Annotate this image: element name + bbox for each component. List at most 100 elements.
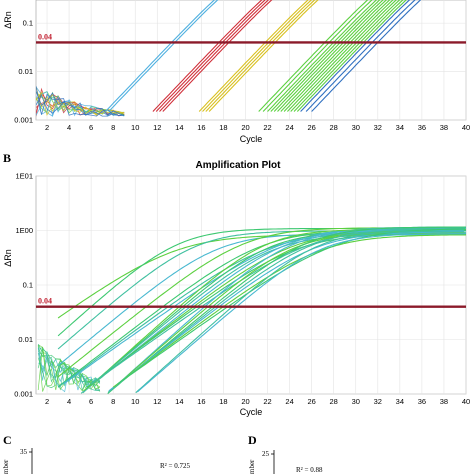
y-tick-label: 1E00: [15, 226, 33, 235]
noise-line: [36, 94, 125, 117]
amplification-curve: [262, 0, 373, 112]
amplification-curve: [135, 230, 464, 394]
chart-a-ylabel: ΔRn: [3, 11, 13, 29]
x-tick-label: 26: [307, 397, 315, 406]
amplification-curve: [296, 0, 407, 112]
noise-line: [36, 86, 125, 117]
chart-b-ylabel: ΔRn: [3, 249, 13, 267]
x-tick-label: 34: [396, 123, 404, 132]
x-tick-label: 40: [462, 397, 470, 406]
x-tick-label: 8: [111, 397, 115, 406]
x-tick-label: 12: [153, 123, 161, 132]
y-tick-label: 0.01: [18, 335, 33, 344]
x-tick-label: 28: [330, 123, 338, 132]
x-tick-label: 36: [418, 123, 426, 132]
chart-b-xlabel: Cycle: [240, 407, 263, 417]
x-tick-label: 12: [153, 397, 161, 406]
panel-c-label: C: [3, 433, 12, 447]
amplification-curve: [162, 0, 273, 112]
x-tick-label: 6: [89, 397, 93, 406]
x-tick-label: 34: [396, 397, 404, 406]
x-tick-label: 36: [418, 397, 426, 406]
amplification-curve: [208, 0, 319, 112]
chart-a-xlabel: Cycle: [240, 134, 263, 144]
amplification-curve: [311, 0, 422, 112]
amplification-curve: [277, 0, 388, 112]
chart-b-ticks: 2 4 6 8 10 12 14 16 18 20 22 24 26 28 30 32 34 36 38 401E01…: [14, 172, 470, 407]
x-tick-label: 4: [67, 123, 71, 132]
chart-b-grid: [36, 175, 467, 395]
threshold-label: 0.04: [38, 297, 52, 306]
amplification-curve: [205, 0, 316, 112]
noise-line: [36, 86, 125, 115]
panel-d-ylabel: mber: [248, 459, 256, 474]
x-tick-label: 20: [241, 123, 249, 132]
amplification-curve: [107, 228, 464, 393]
amplification-curve: [286, 0, 397, 112]
chart-b: 0.04 2 4 6 8 10 12 14 16 18 20 22 24 26 28 30 32 34 36 38 4…: [3, 172, 470, 418]
y-tick-label: 0.01: [18, 67, 33, 76]
amplification-curve: [155, 0, 266, 112]
chart-b-threshold: 0.04: [36, 297, 466, 308]
amplification-curve: [305, 0, 416, 112]
x-tick-label: 18: [219, 123, 227, 132]
amplification-curve: [273, 0, 384, 112]
chart-a-ticks: 2 4 6 8 10 12 14 16 18 20 22 24 26 28 30 32 34 36 38 400.10…: [14, 19, 470, 132]
x-tick-label: 14: [175, 123, 183, 132]
x-tick-label: 2: [45, 123, 49, 132]
x-tick-label: 8: [111, 123, 115, 132]
amplification-curve: [108, 231, 465, 392]
amplification-curve: [159, 0, 270, 112]
y-tick-label: 0.1: [23, 281, 33, 290]
y-tick-label: 1E01: [15, 172, 33, 181]
panel-c-r2: R² = 0.725: [160, 462, 190, 470]
panel-b-label: B: [3, 151, 11, 165]
amplification-curve: [258, 0, 369, 112]
panel-c-ytick: 35: [20, 448, 28, 456]
amplification-curve: [293, 0, 404, 112]
chart-a-threshold: 0.04: [36, 32, 466, 44]
noise-line: [37, 346, 101, 391]
x-tick-label: 40: [462, 123, 470, 132]
x-tick-label: 28: [330, 397, 338, 406]
panel-d-r2: R² = 0.88: [296, 466, 323, 474]
chart-a: 0.04 2 4 6 8 10 12 14 16 18 20 22 24 26 28 30 32 34 36 38 4…: [3, 0, 470, 144]
x-tick-label: 4: [67, 397, 71, 406]
x-tick-label: 38: [440, 123, 448, 132]
amplification-curve: [198, 0, 309, 112]
y-tick-label: 0.001: [14, 116, 33, 125]
amplification-curve: [105, 0, 216, 112]
amplification-curve: [280, 0, 391, 112]
amplification-curve: [107, 226, 466, 394]
amplification-curve: [283, 0, 394, 112]
chart-b-title: Amplification Plot: [196, 160, 282, 171]
x-tick-label: 22: [263, 397, 271, 406]
amplification-curve: [202, 0, 313, 112]
chart-b-series: [37, 226, 466, 394]
x-tick-label: 26: [307, 123, 315, 132]
y-tick-label: 0.001: [14, 390, 33, 399]
x-tick-label: 2: [45, 397, 49, 406]
x-tick-label: 32: [374, 397, 382, 406]
amplification-curve: [270, 0, 381, 112]
panel-d-label: D: [248, 433, 257, 447]
panel-c-ylabel: mber: [2, 459, 10, 474]
x-tick-label: 24: [285, 123, 293, 132]
x-tick-label: 16: [197, 123, 205, 132]
x-tick-label: 16: [197, 397, 205, 406]
chart-a-series: [36, 0, 422, 117]
amplification-curve: [90, 227, 466, 385]
amplification-curve: [290, 0, 401, 112]
amplification-curve: [152, 0, 263, 112]
noise-line: [37, 345, 101, 392]
x-tick-label: 30: [352, 123, 360, 132]
noise-line: [36, 93, 125, 115]
amplification-curve: [137, 233, 466, 393]
threshold-label: 0.04: [38, 32, 52, 41]
y-tick-label: 0.1: [23, 19, 33, 28]
x-tick-label: 6: [89, 123, 93, 132]
amplification-curve: [300, 0, 411, 112]
panel-d-ytick: 25: [262, 450, 270, 458]
x-tick-label: 14: [175, 397, 183, 406]
